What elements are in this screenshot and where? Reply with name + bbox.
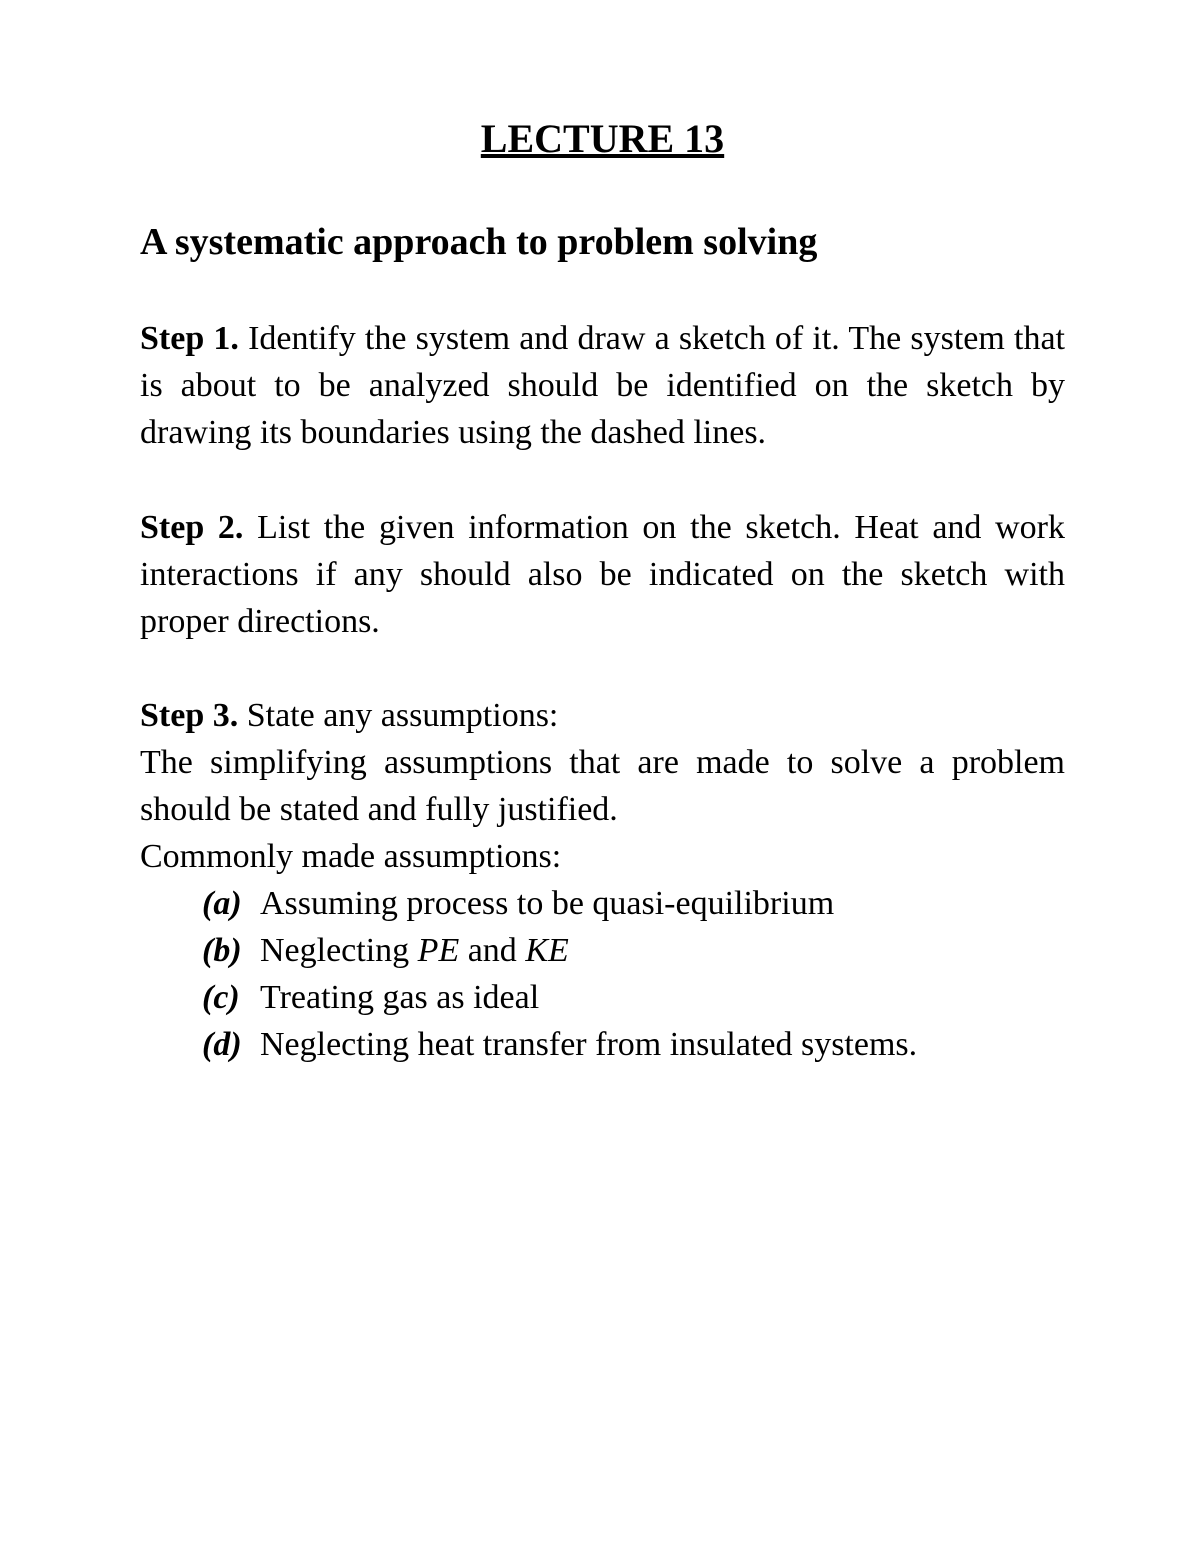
item-label-a: (a)	[202, 881, 260, 928]
assumption-item-c: (c) Treating gas as ideal	[202, 975, 1065, 1022]
assumption-item-b: (b) Neglecting PE and KE	[202, 928, 1065, 975]
subtitle: A systematic approach to problem solving	[140, 220, 1065, 264]
step-2-block: Step 2. List the given information on th…	[140, 505, 1065, 646]
step-3-list-intro: Commonly made assumptions:	[140, 834, 1065, 881]
step-3-body: The simplifying assumptions that are mad…	[140, 740, 1065, 834]
step-3-intro: State any assumptions:	[238, 697, 558, 734]
assumptions-list: (a) Assuming process to be quasi-equilib…	[140, 881, 1065, 1069]
item-text-c: Treating gas as ideal	[260, 975, 1065, 1022]
step-2-label: Step 2.	[140, 509, 243, 546]
item-text-d: Neglecting heat transfer from insulated …	[260, 1022, 1065, 1069]
step-1-block: Step 1. Identify the system and draw a s…	[140, 316, 1065, 457]
assumption-item-d: (d) Neglecting heat transfer from insula…	[202, 1022, 1065, 1069]
step-3-block: Step 3. State any assumptions: The simpl…	[140, 693, 1065, 1068]
step-1-label: Step 1.	[140, 320, 239, 357]
step-3-intro-line: Step 3. State any assumptions:	[140, 693, 1065, 740]
step-2-text: List the given information on the sketch…	[140, 509, 1065, 640]
item-label-b: (b)	[202, 928, 260, 975]
assumption-item-a: (a) Assuming process to be quasi-equilib…	[202, 881, 1065, 928]
lecture-title: LECTURE 13	[140, 115, 1065, 162]
item-label-d: (d)	[202, 1022, 260, 1069]
item-label-c: (c)	[202, 975, 260, 1022]
item-text-b: Neglecting PE and KE	[260, 928, 1065, 975]
step-1-text: Identify the system and draw a sketch of…	[140, 320, 1065, 451]
step-3-label: Step 3.	[140, 697, 238, 734]
item-text-a: Assuming process to be quasi-equilibrium	[260, 881, 1065, 928]
